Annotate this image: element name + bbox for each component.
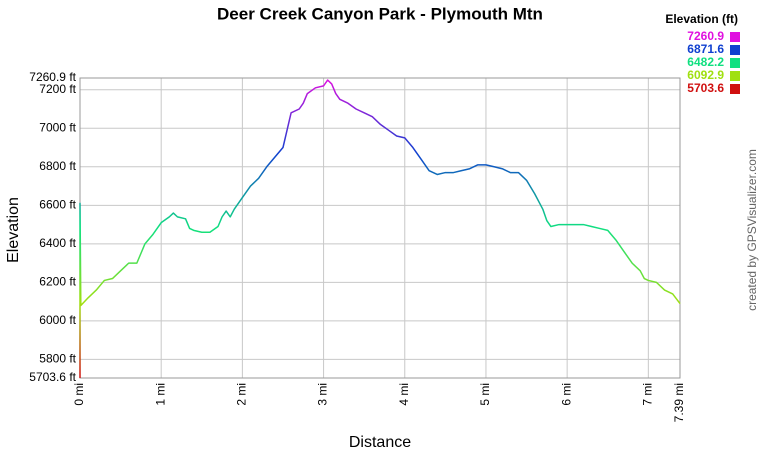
chart-title: Deer Creek Canyon Park - Plymouth Mtn: [217, 4, 543, 23]
x-tick-label: 4 mi: [397, 383, 411, 406]
legend-label: 5703.6: [687, 81, 724, 95]
legend-swatch: [730, 84, 740, 94]
y-tick-label: 7000 ft: [39, 120, 76, 134]
x-tick-label: 1 mi: [153, 383, 167, 406]
y-tick-label: 6200 ft: [39, 275, 76, 289]
legend-label: 6092.9: [687, 68, 724, 82]
legend-swatch: [730, 32, 740, 42]
legend-swatch: [730, 58, 740, 68]
credit: created by GPSVisualizer.com: [745, 149, 759, 311]
x-tick-label: 5 mi: [478, 383, 492, 406]
y-tick-label: 7260.9 ft: [29, 70, 76, 84]
x-tick-label: 2 mi: [235, 383, 249, 406]
legend-label: 6871.6: [687, 42, 724, 56]
legend-label: 6482.2: [687, 55, 724, 69]
x-tick-label: 3 mi: [316, 383, 330, 406]
y-tick-label: 6400 ft: [39, 236, 76, 250]
y-tick-label: 7200 ft: [39, 82, 76, 96]
legend-label: 7260.9: [687, 29, 724, 43]
legend-swatch: [730, 71, 740, 81]
x-tick-label: 7 mi: [641, 383, 655, 406]
legend-swatch: [730, 45, 740, 55]
y-tick-label: 6600 ft: [39, 197, 76, 211]
y-tick-label: 6800 ft: [39, 159, 76, 173]
elevation-line: [79, 79, 681, 378]
x-axis-title: Distance: [349, 434, 411, 451]
x-tick-label: 6 mi: [559, 383, 573, 406]
x-tick-label: 0 mi: [72, 383, 86, 406]
legend-title: Elevation (ft): [665, 12, 738, 26]
y-tick-label: 5703.6 ft: [29, 370, 76, 384]
y-axis-title: Elevation: [5, 197, 22, 263]
y-tick-label: 6000 ft: [39, 313, 76, 327]
x-tick-label: 7.39 mi: [672, 383, 686, 422]
y-tick-label: 5800 ft: [39, 352, 76, 366]
